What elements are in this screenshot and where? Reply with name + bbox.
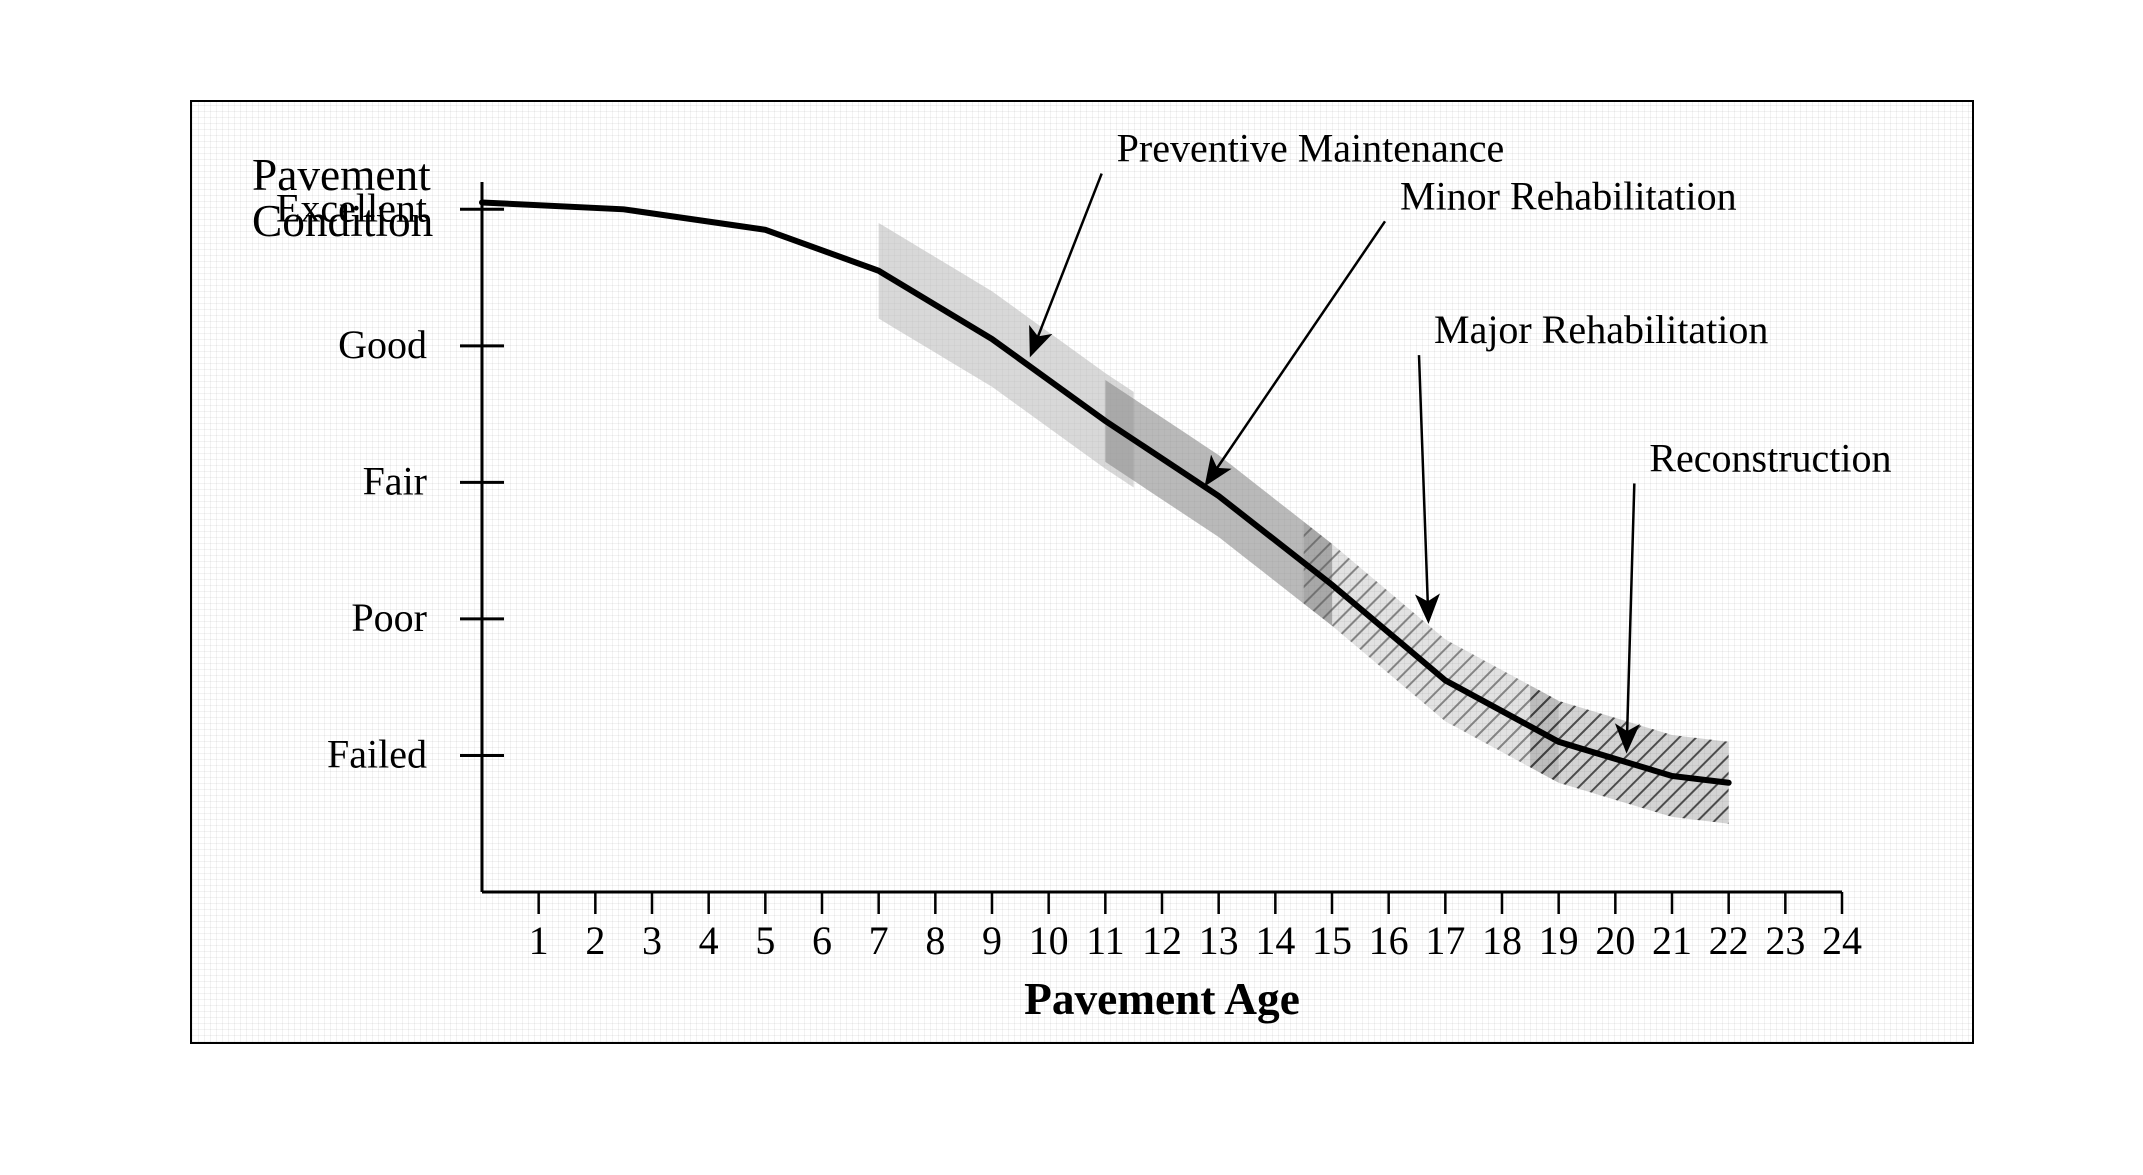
y-tick-label: Fair bbox=[363, 458, 427, 503]
x-tick-label: 18 bbox=[1482, 918, 1522, 963]
annotation-preventive: Preventive Maintenance bbox=[1117, 126, 1505, 171]
y-tick-label: Poor bbox=[351, 595, 427, 640]
x-tick-label: 2 bbox=[585, 918, 605, 963]
x-tick-label: 11 bbox=[1086, 918, 1125, 963]
x-tick-label: 3 bbox=[642, 918, 662, 963]
x-tick-label: 20 bbox=[1595, 918, 1635, 963]
y-axis-title: Pavement bbox=[252, 150, 431, 200]
band-minor-rehab bbox=[1105, 380, 1332, 626]
band-major-rehab bbox=[1304, 522, 1559, 783]
y-axis-title: Condition bbox=[252, 196, 433, 246]
annotation-minor-rehab: Minor Rehabilitation bbox=[1400, 173, 1737, 218]
x-tick-label: 9 bbox=[982, 918, 1002, 963]
x-tick-label: 17 bbox=[1425, 918, 1465, 963]
annotation-arrow-minor-rehab bbox=[1207, 221, 1385, 482]
pavement-chart: ExcellentGoodFairPoorFailedPavementCondi… bbox=[192, 102, 1972, 1042]
x-tick-label: 4 bbox=[699, 918, 719, 963]
x-tick-label: 13 bbox=[1199, 918, 1239, 963]
x-tick-label: 1 bbox=[529, 918, 549, 963]
x-tick-label: 16 bbox=[1369, 918, 1409, 963]
x-tick-label: 23 bbox=[1765, 918, 1805, 963]
annotation-reconstruction: Reconstruction bbox=[1649, 435, 1891, 480]
y-tick-label: Good bbox=[338, 322, 427, 367]
band-reconstruction bbox=[1530, 685, 1728, 823]
y-tick-label: Failed bbox=[327, 731, 427, 776]
x-tick-label: 24 bbox=[1822, 918, 1862, 963]
x-tick-label: 14 bbox=[1255, 918, 1295, 963]
annotation-arrow-preventive bbox=[1032, 174, 1102, 353]
annotation-major-rehab: Major Rehabilitation bbox=[1434, 307, 1768, 352]
x-tick-label: 19 bbox=[1539, 918, 1579, 963]
page: ExcellentGoodFairPoorFailedPavementCondi… bbox=[0, 0, 2143, 1175]
band-preventive bbox=[879, 223, 1134, 488]
x-axis-title: Pavement Age bbox=[1024, 974, 1300, 1024]
x-tick-label: 10 bbox=[1029, 918, 1069, 963]
x-tick-label: 15 bbox=[1312, 918, 1352, 963]
x-tick-label: 7 bbox=[869, 918, 889, 963]
x-tick-label: 22 bbox=[1709, 918, 1749, 963]
x-tick-label: 21 bbox=[1652, 918, 1692, 963]
x-tick-label: 6 bbox=[812, 918, 832, 963]
annotation-arrow-major-rehab bbox=[1419, 355, 1428, 619]
x-tick-label: 5 bbox=[755, 918, 775, 963]
x-tick-label: 8 bbox=[925, 918, 945, 963]
chart-frame: ExcellentGoodFairPoorFailedPavementCondi… bbox=[190, 100, 1974, 1044]
x-tick-label: 12 bbox=[1142, 918, 1182, 963]
annotation-arrow-reconstruction bbox=[1627, 483, 1635, 748]
